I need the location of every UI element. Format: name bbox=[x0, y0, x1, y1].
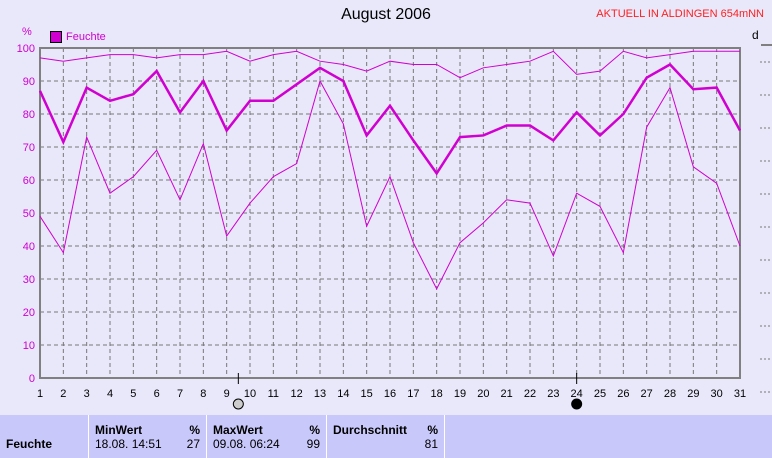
x-tick-label: 17 bbox=[407, 388, 419, 400]
x-tick-label: 27 bbox=[641, 388, 653, 400]
max-time: 09.08. 06:24 bbox=[213, 437, 280, 451]
avg-unit: % bbox=[427, 423, 438, 437]
x-tick-label: 14 bbox=[337, 388, 349, 400]
x-tick-label: 28 bbox=[664, 388, 676, 400]
max-header: MaxWert bbox=[213, 423, 263, 437]
x-tick-label: 24 bbox=[571, 388, 583, 400]
row-label: Feuchte bbox=[6, 437, 53, 451]
x-tick-label: 7 bbox=[177, 388, 183, 400]
x-tick-label: 10 bbox=[244, 388, 256, 400]
x-tick-label: 31 bbox=[734, 388, 746, 400]
y-tick-label: 0 bbox=[29, 373, 35, 385]
y-tick-label: 10 bbox=[23, 340, 35, 352]
x-tick-label: 29 bbox=[687, 388, 699, 400]
y-tick-label: 40 bbox=[23, 241, 35, 253]
x-tick-label: 2 bbox=[60, 388, 66, 400]
x-tick-label: 21 bbox=[501, 388, 513, 400]
y-tick-label: 60 bbox=[23, 175, 35, 187]
x-tick-label: 1 bbox=[37, 388, 43, 400]
x-tick-label: 12 bbox=[291, 388, 303, 400]
min-header: MinWert bbox=[95, 423, 143, 437]
x-tick-label: 18 bbox=[431, 388, 443, 400]
x-tick-label: 15 bbox=[361, 388, 373, 400]
chart-title: August 2006 bbox=[341, 6, 431, 23]
stats-table: Feuchte MinWert% 18.08. 14:51 27 MaxWert% 0… bbox=[0, 415, 772, 458]
y-tick-label: 100 bbox=[17, 43, 35, 55]
x-tick-label: 16 bbox=[384, 388, 396, 400]
full-moon-icon bbox=[232, 398, 244, 410]
y-tick-label: 30 bbox=[23, 274, 35, 286]
min-unit: % bbox=[189, 423, 200, 437]
x-tick-label: 19 bbox=[454, 388, 466, 400]
x-tick-label: 4 bbox=[107, 388, 113, 400]
y-tick-label: 90 bbox=[23, 76, 35, 88]
legend-label: Feuchte bbox=[66, 31, 106, 43]
max-unit: % bbox=[309, 423, 320, 437]
y-tick-label: 50 bbox=[23, 208, 35, 220]
y-axis-unit: % bbox=[22, 26, 32, 38]
legend-swatch bbox=[50, 31, 62, 43]
x-tick-label: 11 bbox=[268, 388, 279, 400]
x-tick-label: 6 bbox=[154, 388, 160, 400]
avg-header: Durchschnitt bbox=[333, 423, 408, 437]
x-tick-label: 5 bbox=[130, 388, 136, 400]
x-tick-label: 3 bbox=[84, 388, 90, 400]
min-time: 18.08. 14:51 bbox=[95, 437, 162, 451]
y-tick-label: 20 bbox=[23, 307, 35, 319]
plot-frame bbox=[39, 47, 741, 379]
x-tick-label: 20 bbox=[477, 388, 489, 400]
x-tick-label: 30 bbox=[711, 388, 723, 400]
max-value: 99 bbox=[306, 437, 320, 451]
y-tick-label: 70 bbox=[23, 142, 35, 154]
avg-value: 81 bbox=[424, 437, 438, 451]
x-tick-label: 26 bbox=[617, 388, 629, 400]
new-moon-icon bbox=[571, 398, 583, 410]
legend: Feuchte bbox=[50, 31, 106, 43]
x-tick-label: 8 bbox=[200, 388, 206, 400]
y-tick-label: 80 bbox=[23, 109, 35, 121]
x-tick-label: 9 bbox=[224, 388, 230, 400]
x-tick-label: 25 bbox=[594, 388, 606, 400]
min-value: 27 bbox=[186, 437, 200, 451]
station-label: AKTUELL IN ALDINGEN 654mNN bbox=[596, 8, 764, 20]
right-panel-label: d bbox=[752, 28, 759, 42]
x-tick-label: 13 bbox=[314, 388, 326, 400]
x-tick-label: 22 bbox=[524, 388, 536, 400]
x-tick-label: 23 bbox=[547, 388, 559, 400]
